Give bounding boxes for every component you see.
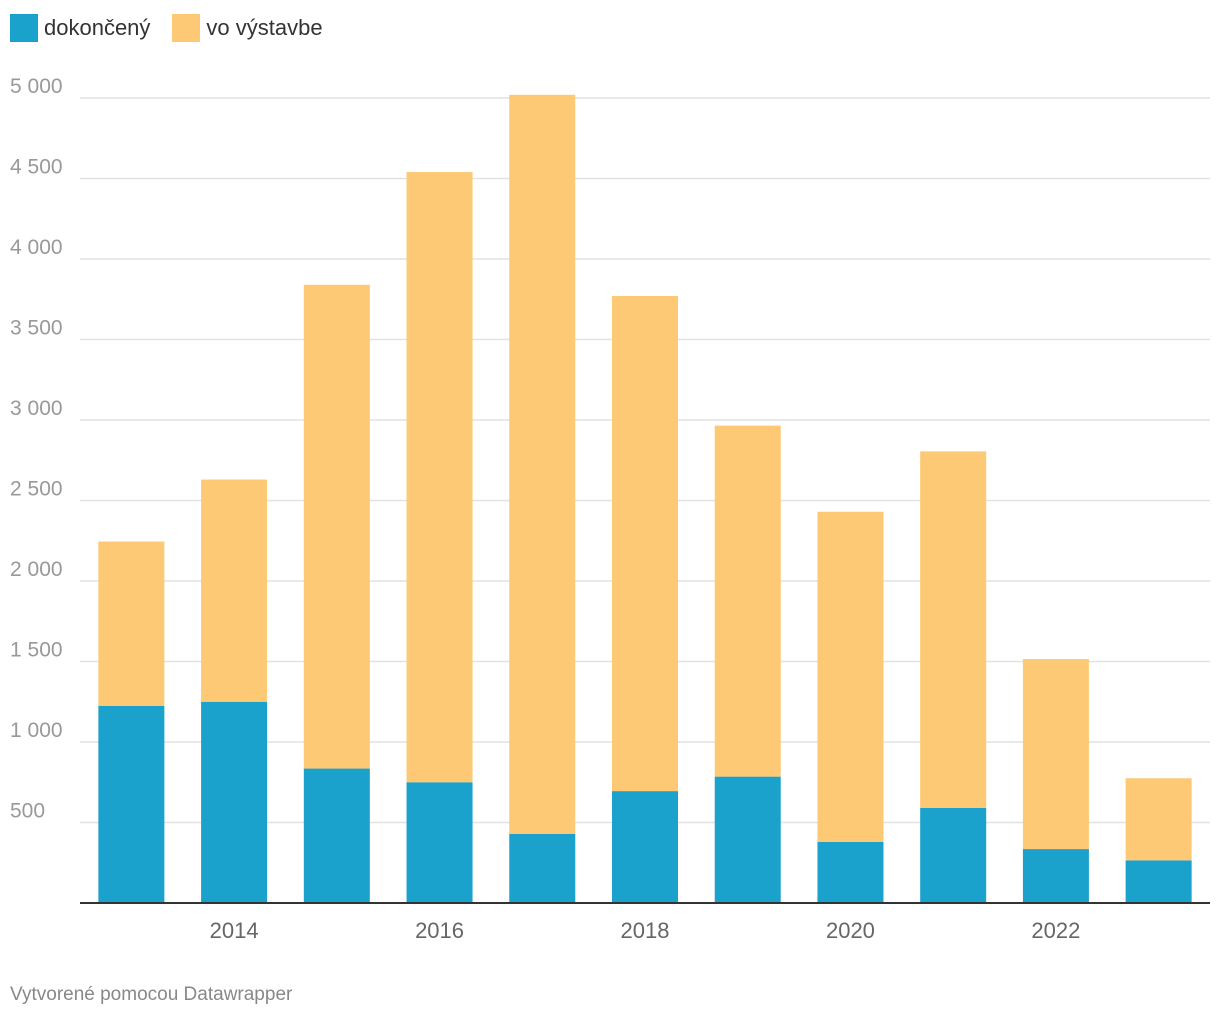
x-tick-label: 2018 [621,918,670,943]
bar-under-construction [303,284,370,769]
bar-under-construction [509,94,576,834]
stacked-bar-chart: 500 1 000 1 500 2 000 2 500 3 000 3 500 4 000 4 … [10,75,1210,943]
bar-under-construction [98,541,165,706]
bar-completed [817,841,884,903]
bar-completed [201,701,268,903]
y-tick-label: 4 500 [10,156,63,179]
y-tick-label: 3 000 [10,397,63,420]
bar-under-construction [920,451,987,809]
legend-item-completed: dokončený [10,14,150,42]
legend-label-under-construction: vo výstavbe [206,15,323,40]
y-tick-label: 2 000 [10,558,63,581]
bar-completed [612,791,678,903]
y-tick-label: 5 000 [10,75,63,98]
bar-completed [303,768,370,903]
y-tick-label: 2 500 [10,478,63,501]
y-tick-label: 4 000 [10,236,63,259]
footer-credit: Vytvorené pomocou Datawrapper [10,984,293,1005]
bar-completed [1125,860,1192,903]
legend-swatch-under-construction [172,14,201,42]
bar-completed [714,776,781,903]
legend-swatch-completed [10,14,38,42]
bar-completed [1022,849,1089,903]
chart-legend: dokončený vo výstavbe [10,12,345,44]
bar-under-construction [201,479,268,702]
x-tick-label: 2016 [415,918,464,943]
bar-completed [920,808,987,903]
y-tick-label: 500 [10,800,45,823]
legend-label-completed: dokončený [44,15,151,40]
bar-completed [406,782,473,903]
x-tick-label: 2020 [826,918,875,943]
bar-under-construction [714,425,781,777]
bar-under-construction [406,172,473,783]
x-tick-label: 2014 [210,918,259,943]
y-tick-label: 1 000 [10,719,63,742]
x-tick-label: 2022 [1031,918,1080,943]
bar-under-construction [817,511,884,842]
bar-completed [98,705,165,903]
legend-item-under-construction: vo výstavbe [172,14,323,42]
bar-under-construction [612,296,678,792]
bar-under-construction [1125,778,1192,861]
y-tick-label: 1 500 [10,639,63,662]
bar-completed [509,833,576,903]
y-tick-label: 3 500 [10,317,63,340]
bar-under-construction [1022,659,1089,850]
